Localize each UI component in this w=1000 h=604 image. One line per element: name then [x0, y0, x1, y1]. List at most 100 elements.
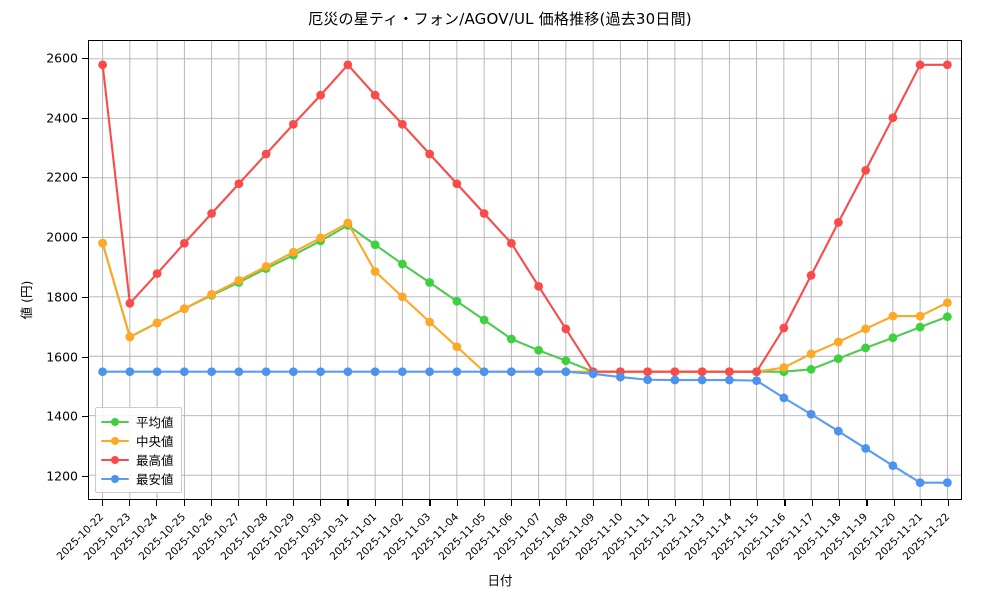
- series-point: [343, 218, 353, 228]
- series-point: [915, 478, 925, 488]
- x-tick-mark: [347, 500, 349, 506]
- chart-legend[interactable]: 平均値中央値最高値 最安値: [95, 407, 182, 493]
- legend-label: 平均値: [136, 415, 174, 430]
- legend-dot: [111, 455, 119, 464]
- series-point: [234, 179, 244, 189]
- series-point: [506, 367, 516, 377]
- x-tick-mark: [647, 500, 649, 506]
- series-point: [207, 367, 217, 377]
- x-axis-label: 日付: [487, 573, 513, 588]
- series-point: [98, 367, 108, 377]
- series-point: [806, 364, 816, 374]
- legend-label: 中央値: [136, 434, 174, 449]
- series-point: [316, 367, 326, 377]
- series-point: [806, 270, 816, 280]
- series-point: [833, 218, 843, 227]
- y-tick-mark: [82, 237, 88, 239]
- legend-swatch-icon: [101, 416, 129, 428]
- series-line: [101, 221, 949, 373]
- series-point: [125, 298, 135, 308]
- series-point: [942, 478, 952, 488]
- y-tick-label: 2200: [46, 169, 78, 185]
- series-point: [670, 367, 680, 377]
- x-tick-mark: [183, 500, 185, 506]
- series-point: [479, 315, 489, 325]
- y-tick-mark: [82, 177, 88, 179]
- series-point: [915, 60, 925, 70]
- series-point: [425, 317, 435, 327]
- series-point: [261, 262, 271, 271]
- series-point: [125, 367, 135, 377]
- series-point: [561, 367, 571, 377]
- series-point: [288, 119, 298, 129]
- x-tick-mark: [156, 500, 158, 506]
- series-point: [452, 342, 462, 352]
- y-tick-mark: [82, 416, 88, 418]
- legend-item[interactable]: 中央値: [101, 431, 174, 450]
- legend-swatch-icon: [101, 435, 129, 447]
- legend-dot: [111, 436, 119, 445]
- series-point: [425, 367, 435, 377]
- series-point: [152, 318, 162, 328]
- series-point: [397, 119, 407, 129]
- series-point: [942, 60, 952, 70]
- legend-item[interactable]: 最安値: [101, 469, 174, 488]
- x-tick-mark: [948, 500, 950, 506]
- series-point: [207, 209, 217, 218]
- x-tick-mark: [128, 500, 131, 506]
- series-point: [261, 149, 271, 159]
- series-point: [833, 354, 843, 364]
- x-tick-mark: [565, 500, 568, 506]
- x-tick-mark: [238, 500, 240, 506]
- x-tick-mark: [292, 500, 294, 506]
- series-point: [752, 367, 762, 377]
- series-point: [452, 367, 462, 377]
- series-point: [288, 367, 298, 377]
- legend-label: 最高値: [136, 453, 174, 468]
- x-tick-mark: [620, 500, 622, 506]
- x-tick-mark: [265, 500, 267, 506]
- y-tick-label: 2600: [46, 50, 78, 66]
- series-point: [779, 393, 789, 403]
- legend-item[interactable]: 最高値: [101, 450, 174, 469]
- series-point: [261, 367, 271, 377]
- series-point: [779, 363, 789, 372]
- series-point: [370, 240, 380, 250]
- x-tick-mark: [729, 500, 731, 506]
- series-point: [316, 233, 326, 243]
- series-point: [534, 367, 544, 377]
- y-tick-label: 1200: [46, 468, 78, 484]
- series-point: [370, 267, 380, 276]
- x-tick-mark: [210, 500, 212, 506]
- series-point: [479, 367, 489, 377]
- y-tick-mark: [82, 356, 88, 358]
- series-point: [125, 332, 135, 342]
- series-point: [861, 444, 871, 453]
- series-point: [343, 60, 353, 70]
- x-axis-ticklabels: 2025-10-22 2025-10-23 2025-10-24 2025-10-25…: [54, 504, 962, 564]
- series-line: [101, 63, 949, 373]
- series-point: [806, 349, 816, 359]
- series-point: [806, 409, 816, 419]
- series-point: [724, 367, 734, 377]
- series-point: [752, 376, 762, 386]
- legend-dot: [111, 474, 119, 483]
- x-tick-mark: [866, 500, 868, 506]
- series-point: [888, 113, 898, 123]
- series-point: [370, 367, 380, 377]
- x-tick-mark: [593, 500, 595, 506]
- series-point: [670, 375, 680, 385]
- x-tick-mark: [811, 500, 813, 506]
- series-point: [207, 290, 217, 299]
- series-point: [234, 276, 244, 285]
- series-point: [588, 369, 598, 379]
- series-point: [397, 292, 407, 302]
- series-point: [724, 375, 734, 385]
- x-tick-mark: [538, 500, 540, 506]
- legend-item[interactable]: 平均値: [101, 412, 174, 431]
- x-tick-mark: [402, 500, 404, 506]
- series-point: [288, 247, 298, 257]
- x-tick-mark: [921, 500, 923, 506]
- series-point: [152, 269, 162, 278]
- series-point: [316, 90, 326, 100]
